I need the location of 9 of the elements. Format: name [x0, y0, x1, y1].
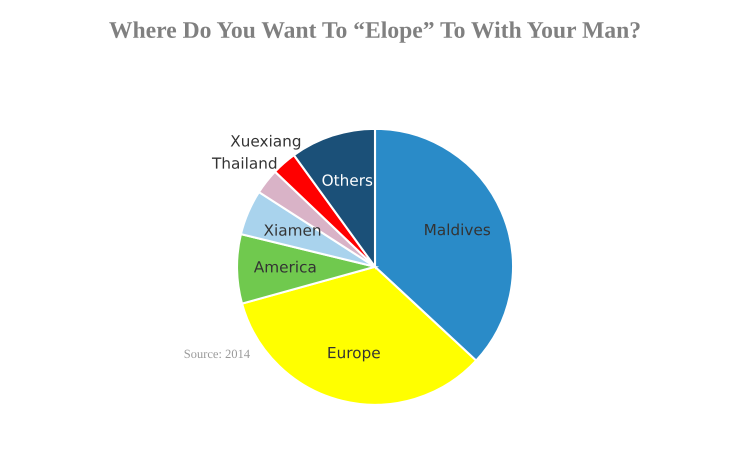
slice-label: Xuexiang [230, 134, 300, 150]
slice-label: Xiamen [264, 224, 320, 236]
slice-label: Maldives [425, 224, 490, 236]
slice-label: Europe [328, 347, 380, 362]
chart-title: Where Do You Want To “Elope” To With Your Man? [109, 21, 640, 43]
slice-label: America [254, 260, 316, 273]
slice-label: Thailand [212, 157, 276, 169]
source-note: Source: 2014 [184, 350, 250, 358]
slice-label: Others [322, 174, 372, 186]
